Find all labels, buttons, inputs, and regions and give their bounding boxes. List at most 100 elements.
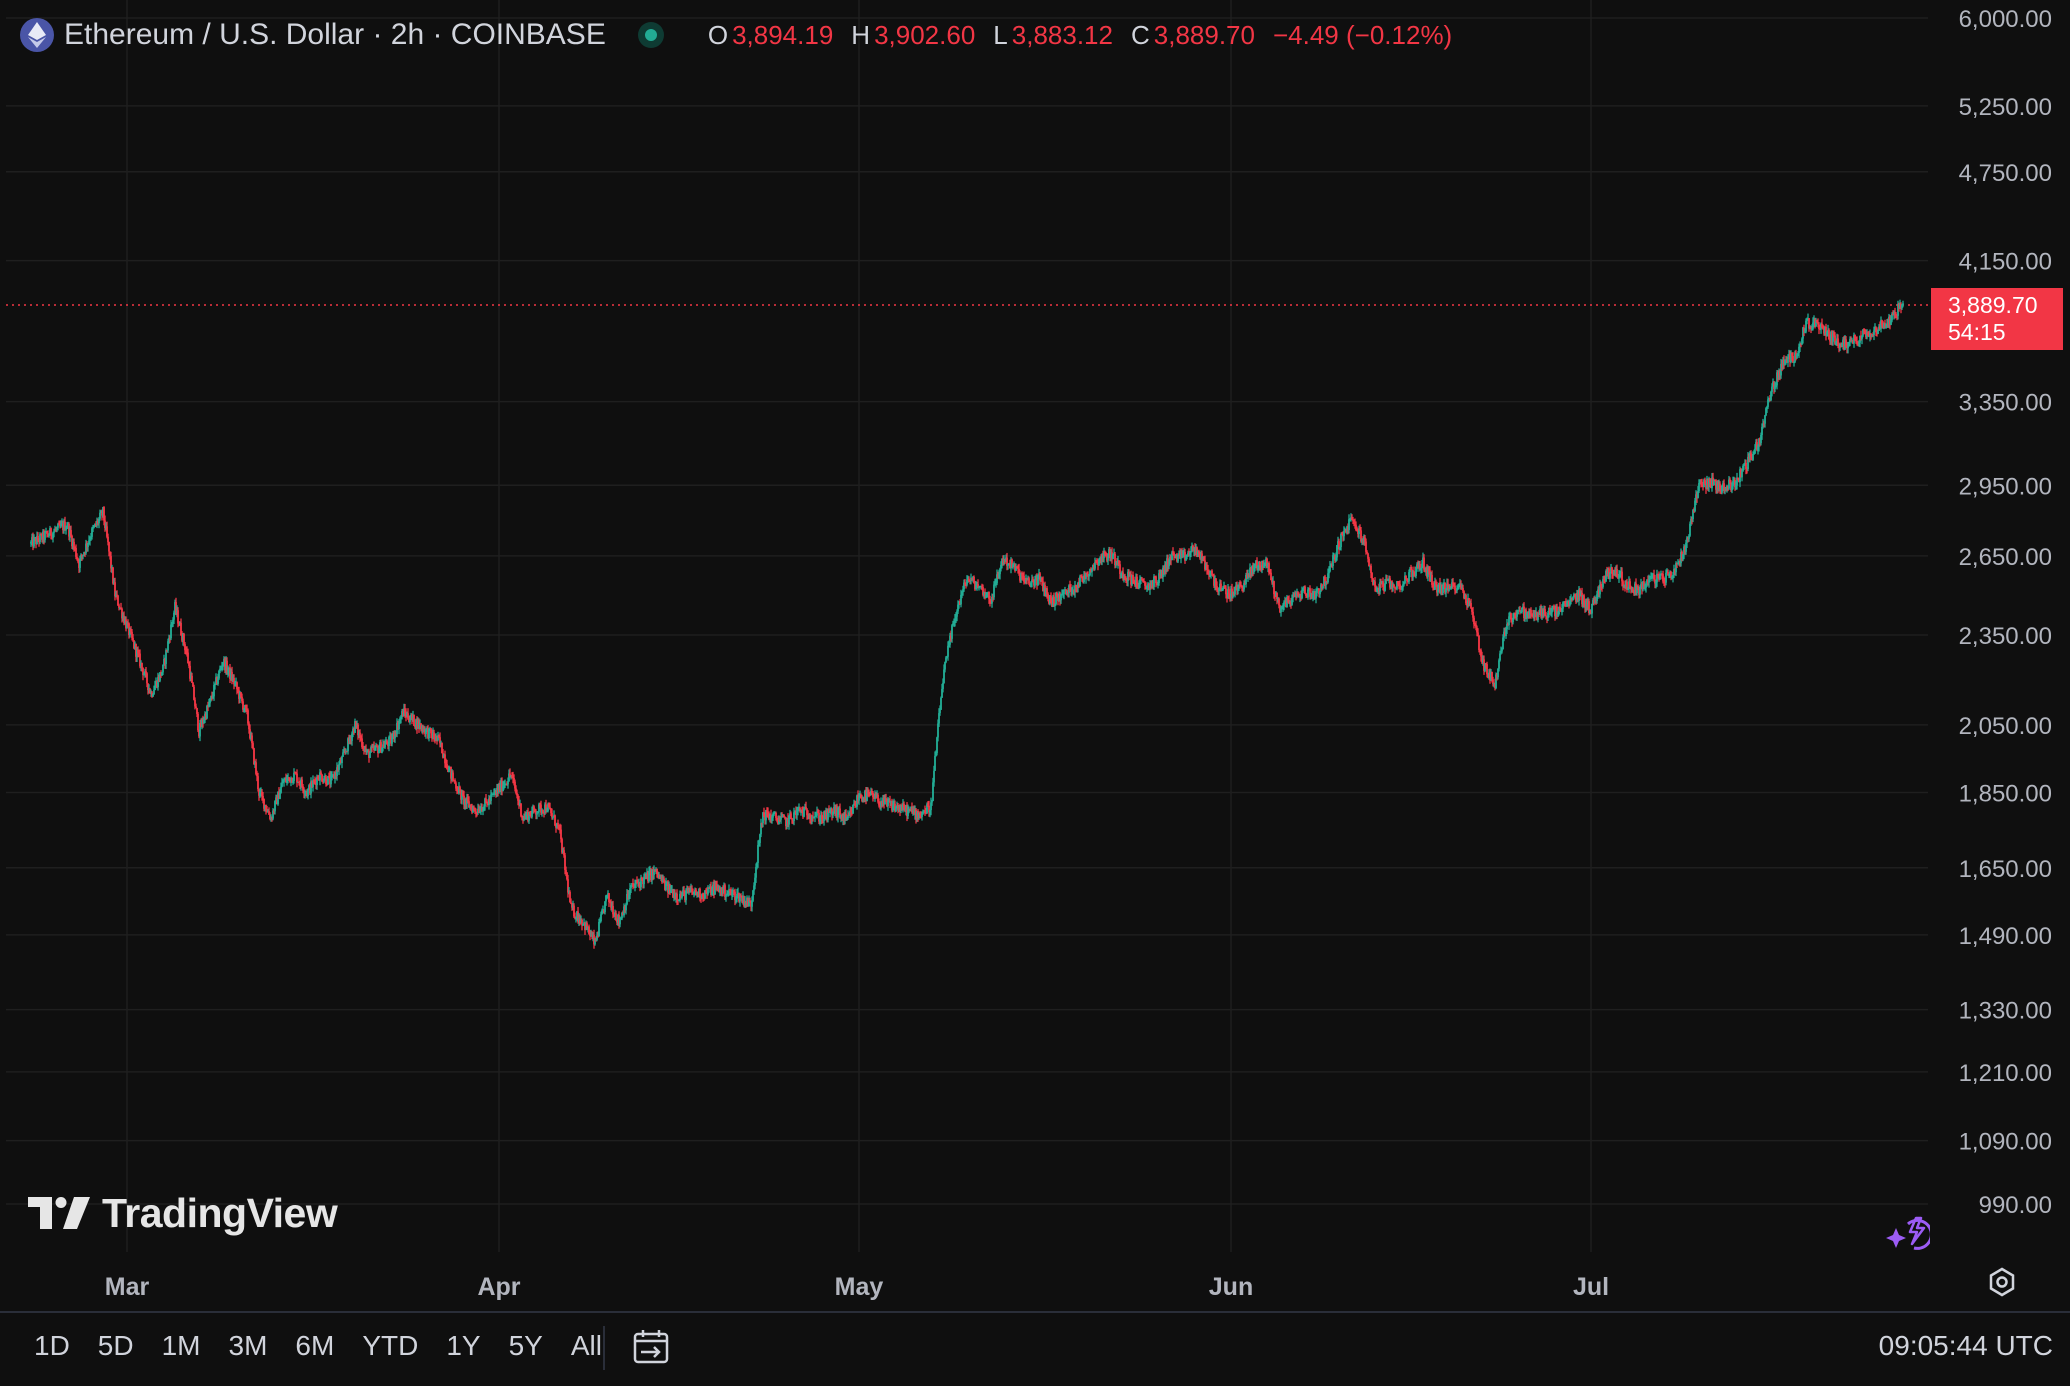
candle-body <box>1306 595 1308 598</box>
candle-body <box>1576 594 1578 602</box>
candle-body <box>1427 569 1429 577</box>
candle-body <box>263 798 265 809</box>
candle-body <box>1797 353 1799 355</box>
candle-body <box>372 746 374 748</box>
candle-body <box>474 808 476 812</box>
candle-body <box>192 682 194 687</box>
candle-body <box>304 792 306 794</box>
candle-body <box>1370 565 1372 573</box>
market-open-dot-icon[interactable] <box>637 22 664 48</box>
candle-body <box>1053 596 1055 606</box>
settings-gear-icon[interactable] <box>1987 1267 2017 1297</box>
candle-body <box>231 671 233 681</box>
candle-body <box>418 720 420 728</box>
range-6m-button[interactable]: 6M <box>295 1330 335 1361</box>
candle-body <box>1662 574 1664 582</box>
date-range-calendar-icon[interactable] <box>632 1328 670 1366</box>
candle-body <box>1803 327 1805 332</box>
candle-body <box>490 794 492 801</box>
candle-body <box>416 719 418 729</box>
candle-body <box>1083 575 1085 582</box>
candle-body <box>1447 583 1449 591</box>
candle-body <box>682 890 684 896</box>
candle-body <box>867 791 869 793</box>
candle-body <box>1122 572 1124 579</box>
ethereum-icon[interactable] <box>20 18 54 52</box>
candle-body <box>839 808 841 818</box>
range-1d-button[interactable]: 1D <box>34 1330 70 1361</box>
candle-body <box>184 644 186 651</box>
high-label: H <box>851 19 871 50</box>
candle-body <box>1019 572 1021 581</box>
candle-body <box>681 895 683 898</box>
candle-body <box>960 594 962 605</box>
candle-body <box>1645 584 1647 588</box>
candle-body <box>237 689 239 691</box>
candle-body <box>176 610 178 613</box>
candle-body <box>727 892 729 894</box>
candle-body <box>1400 586 1402 590</box>
candle-body <box>546 811 548 813</box>
sparkle-lightning-icon[interactable] <box>1886 1208 1930 1252</box>
candle-body <box>478 808 480 813</box>
candle-body <box>1276 593 1278 600</box>
candle-body <box>1498 660 1500 669</box>
candle-body <box>1002 558 1004 563</box>
candle-body <box>1541 609 1543 617</box>
candle-body <box>1028 578 1030 584</box>
symbol-title[interactable]: Ethereum / U.S. Dollar · 2h · COINBASE <box>64 18 606 51</box>
candle-body <box>226 660 228 673</box>
candle-body <box>429 728 431 730</box>
range-5y-button[interactable]: 5Y <box>508 1330 543 1361</box>
candle-body <box>653 869 655 876</box>
range-ytd-button[interactable]: YTD <box>362 1330 419 1361</box>
candle-body <box>1050 595 1052 603</box>
candle-body <box>1462 587 1464 592</box>
bottom-toolbar: 1D 5D 1M 3M 6M YTD 1Y 5Y All 09:05:44 UT… <box>0 1312 2070 1386</box>
candle-body <box>371 747 373 749</box>
candle-body <box>1872 334 1874 336</box>
candle-body <box>838 808 840 810</box>
range-1m-button[interactable]: 1M <box>161 1330 201 1361</box>
candle-body <box>562 850 564 853</box>
candle-body <box>1066 590 1068 595</box>
range-all-button[interactable]: All <box>570 1330 602 1361</box>
utc-clock[interactable]: 09:05:44 UTC <box>1878 1330 2053 1361</box>
candle-body <box>1775 385 1777 387</box>
candle-body <box>1886 323 1888 327</box>
tradingview-logo[interactable]: TradingView <box>28 1190 338 1237</box>
candle-body <box>605 895 607 902</box>
candle-body <box>1245 574 1247 585</box>
candle-body <box>619 919 621 925</box>
candle-body <box>662 878 664 883</box>
range-1y-button[interactable]: 1Y <box>446 1330 481 1361</box>
candle-body <box>1778 371 1780 379</box>
candle-body <box>1332 555 1334 567</box>
candle-body <box>248 723 250 730</box>
candle-body <box>1455 590 1457 592</box>
range-5d-button[interactable]: 5D <box>97 1330 134 1361</box>
price-tick-label: 2,350.00 <box>1959 623 2052 650</box>
candle-body <box>1814 319 1816 327</box>
candle-body <box>160 672 162 676</box>
candle-body <box>631 883 633 887</box>
candle-body <box>94 523 96 527</box>
candle-body <box>1874 328 1876 331</box>
candle-body <box>1038 573 1040 576</box>
candle-body <box>1219 583 1221 588</box>
candle-body <box>1142 579 1144 582</box>
candle-body <box>126 623 128 629</box>
range-3m-button[interactable]: 3M <box>228 1330 268 1361</box>
candle-body <box>1596 594 1598 602</box>
candle-body <box>973 576 975 584</box>
candle-body <box>1842 339 1844 345</box>
candle-body <box>1014 564 1016 571</box>
candle-body <box>1265 558 1267 564</box>
candle-body <box>553 815 555 817</box>
candle-body <box>1653 574 1655 580</box>
candle-body <box>862 797 864 801</box>
candle-body <box>759 834 761 843</box>
candle-body <box>149 688 151 694</box>
candle-body <box>926 804 928 814</box>
